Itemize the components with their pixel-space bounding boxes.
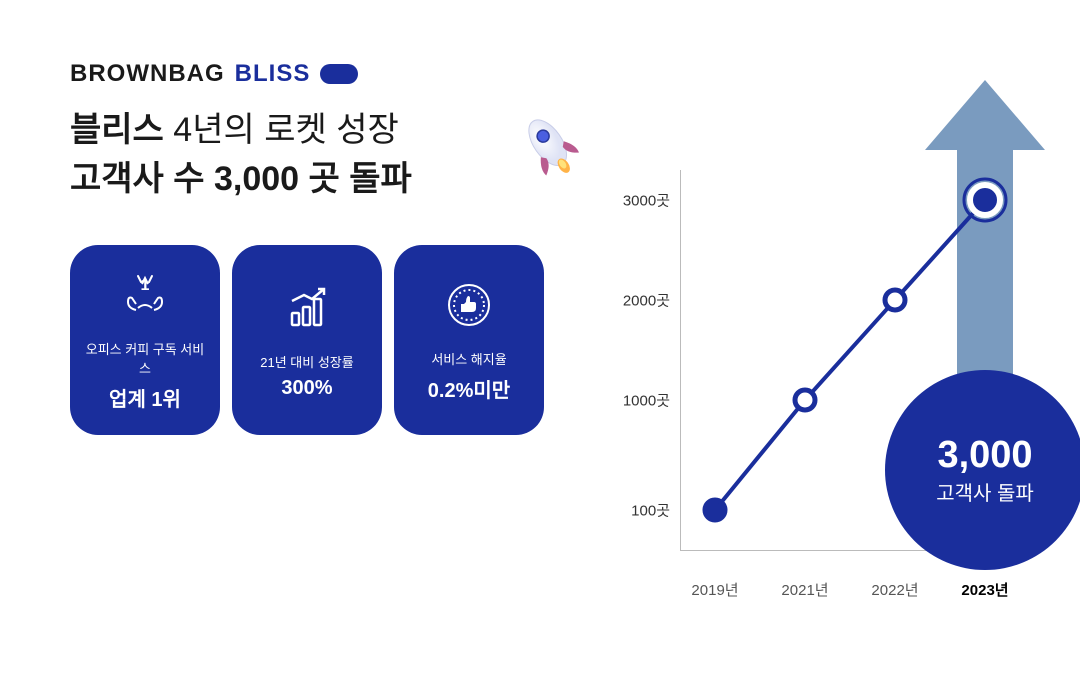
y-tick-label: 2000곳	[623, 290, 670, 311]
infographic-container: BROWNBAG BLISS 블리스 4년의 로켓 성장 고객사 수 3,000…	[0, 0, 1080, 675]
stat-card-3: 서비스 해지율 0.2%미만	[394, 245, 544, 435]
brand-pill-icon	[320, 64, 358, 84]
x-tick-label: 2019년	[691, 579, 738, 600]
brand-name-1: BROWNBAG	[70, 60, 225, 88]
card3-label: 서비스 해지율	[431, 349, 506, 368]
card2-label: 21년 대비 성장률	[260, 352, 353, 371]
y-tick-label: 3000곳	[623, 190, 670, 211]
card1-label: 오피스 커피 구독 서비스	[80, 339, 210, 377]
brand-logo: BROWNBAG BLISS	[70, 60, 570, 88]
stat-cards: 1 오피스 커피 구독 서비스 업계 1위	[70, 245, 570, 435]
growth-line-chart: 3,000 고객사 돌파 100곳1000곳2000곳3000곳2019년202…	[610, 80, 1050, 640]
headline-part1: 4년의 로켓 성장	[164, 111, 399, 149]
x-tick-label: 2023년	[961, 579, 1008, 600]
chart-line	[610, 80, 1050, 640]
stat-card-2: 21년 대비 성장률 300%	[232, 245, 382, 435]
x-tick-label: 2022년	[871, 579, 918, 600]
headline: 블리스 4년의 로켓 성장 고객사 수 3,000 곳 돌파	[70, 106, 570, 205]
growth-chart-icon	[280, 280, 334, 336]
left-panel: BROWNBAG BLISS 블리스 4년의 로켓 성장 고객사 수 3,000…	[70, 60, 570, 635]
chart-panel: 3,000 고객사 돌파 100곳1000곳2000곳3000곳2019년202…	[570, 60, 1030, 635]
card1-value: 업계 1위	[109, 383, 181, 412]
brand-name-2: BLISS	[235, 60, 311, 88]
stat-card-1: 1 오피스 커피 구독 서비스 업계 1위	[70, 245, 220, 435]
y-tick-label: 1000곳	[623, 390, 670, 411]
headline-part2: 고객사 수 3,000 곳 돌파	[70, 155, 570, 204]
card2-value: 300%	[281, 377, 332, 400]
y-tick-label: 100곳	[631, 500, 670, 521]
trophy-icon: 1	[118, 267, 172, 323]
thumbs-up-badge-icon	[442, 277, 496, 333]
headline-emphasis: 블리스	[70, 111, 164, 149]
x-tick-label: 2021년	[781, 579, 828, 600]
card3-value: 0.2%미만	[428, 374, 510, 403]
